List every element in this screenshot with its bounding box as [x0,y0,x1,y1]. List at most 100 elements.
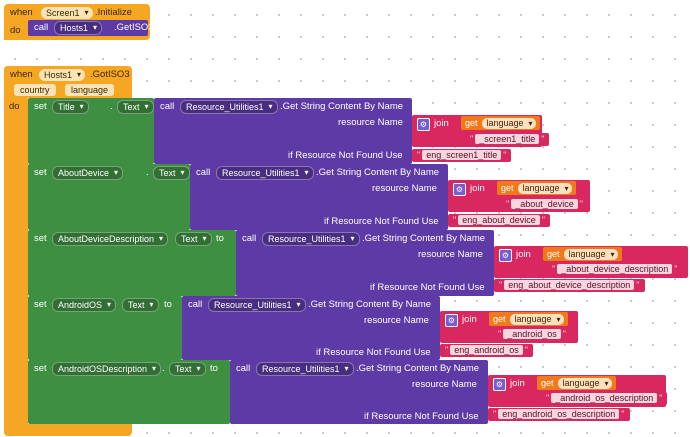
resource-utilities-dropdown[interactable]: Resource_Utilities1 [216,166,314,180]
fallback-string-title[interactable]: " eng_screen1_title " [412,149,512,162]
resource-utilities-dropdown[interactable]: Resource_Utilities1 [262,232,360,246]
fallback-text[interactable]: eng_android_os [450,345,523,355]
get-string-content-call-about-device-description[interactable]: call Resource_Utilities1 .Get String Con… [236,230,494,296]
set-android-os-description-text-block[interactable]: set AndroidOSDescription . Text to [28,360,230,424]
resource-utilities-dropdown[interactable]: Resource_Utilities1 [180,100,278,114]
title-property-dropdown[interactable]: Text [117,100,154,114]
resource-utilities-dropdown[interactable]: Resource_Utilities1 [208,298,306,312]
join-keyword: join [434,118,449,129]
suffix-text[interactable]: _about_device [511,199,578,209]
android-os-description-component-dropdown[interactable]: AndroidOSDescription [52,362,162,376]
resource-name-label: resource Name [372,183,437,194]
quote-mark: " [674,264,678,274]
about-device-description-component-dropdown[interactable]: AboutDeviceDescription [52,232,169,246]
join-keyword: join [470,183,485,194]
about-device-description-property-dropdown-visible[interactable]: Text [175,232,212,246]
fallback-string-android-os-description[interactable]: " eng_android_os_description " [488,408,630,421]
language-variable-dropdown[interactable]: language [557,378,612,389]
quote-mark: " [541,134,545,144]
gear-icon[interactable]: ⚙ [445,314,458,327]
suffix-string-android-os-description[interactable]: " _android_os_description " [541,392,668,405]
quote-mark: " [636,280,640,290]
suffix-string-android-os[interactable]: " _android_os " [493,328,571,341]
gear-icon[interactable]: ⚙ [499,249,512,262]
get-iso3-call-block[interactable]: call Hosts1 .GetISO3 [28,20,154,36]
fallback-label: if Resource Not Found Use [364,411,479,422]
language-variable-dropdown[interactable]: language [517,183,572,194]
hosts1-component-dropdown[interactable]: Hosts1 [54,21,103,35]
call-keyword: call [242,233,257,244]
android-os-property-dropdown[interactable]: Text [122,298,159,312]
country-parameter[interactable]: country [14,84,56,96]
get-iso3-method-label: .GetISO3 [114,22,154,33]
get-string-method-label: .Get String Content By Name [308,299,432,310]
title-component-dropdown[interactable]: Title [52,100,89,114]
set-android-os-text-block[interactable]: set AndroidOS . Text to [28,296,182,360]
get-string-content-call-android-os-description[interactable]: call Resource_Utilities1 .Get String Con… [230,360,488,424]
get-string-content-call-android-os[interactable]: call Resource_Utilities1 .Get String Con… [182,296,440,360]
suffix-string-title[interactable]: " _screen1_title " [465,133,550,146]
get-language-block-title[interactable]: get language [461,116,540,130]
get-language-block-android-os[interactable]: get language [489,312,568,326]
get-language-block-android-os-description[interactable]: get language [537,376,616,390]
set-keyword: set [34,363,47,374]
fallback-string-about-device-description[interactable]: " eng_about_device_description " [494,279,645,292]
quote-mark: " [546,393,550,403]
gear-icon[interactable]: ⚙ [453,183,466,196]
quote-mark: " [499,280,503,290]
call-keyword: call [236,363,251,374]
join-keyword: join [462,314,477,325]
quote-mark: " [493,409,497,419]
suffix-string-about-device-description[interactable]: " _about_device_description " [547,263,683,276]
fallback-string-about-device[interactable]: " eng_about_device " [448,214,550,227]
fallback-text[interactable]: eng_about_device_description [504,280,635,290]
quote-mark: " [552,264,556,274]
suffix-text[interactable]: _screen1_title [475,134,540,144]
set-title-text-block[interactable]: set Title . Text to [28,98,170,164]
got-iso3-event-header[interactable]: when Hosts1 .GotISO3 country language [4,66,132,98]
android-os-component-dropdown[interactable]: AndroidOS [52,298,117,312]
language-parameter[interactable]: language [65,84,115,96]
do-keyword: do [10,25,21,36]
suffix-text[interactable]: _about_device_description [557,264,673,274]
quote-mark: " [417,150,421,160]
suffix-string-about-device[interactable]: " _about_device " [501,198,588,211]
get-string-method-label: .Get String Content By Name [316,167,440,178]
get-string-content-call-title[interactable]: call Resource_Utilities1 .Get String Con… [154,98,412,164]
fallback-string-android-os[interactable]: " eng_android_os " [440,344,533,357]
quote-mark: " [541,215,545,225]
join-keyword: join [510,378,525,389]
quote-mark: " [621,409,625,419]
about-device-property-dropdown[interactable]: Text [153,166,190,180]
suffix-text[interactable]: _android_os_description [551,393,658,403]
language-variable-dropdown[interactable]: language [509,314,564,325]
set-keyword: set [34,299,47,310]
screen1-component-dropdown[interactable]: Screen1 [41,7,93,19]
dot-separator: . [162,363,165,374]
gear-icon[interactable]: ⚙ [417,118,430,131]
hosts1-event-component-dropdown[interactable]: Hosts1 [39,69,86,81]
language-variable-dropdown[interactable]: language [563,249,618,260]
suffix-text[interactable]: _android_os [503,329,561,339]
do-keyword: do [9,101,20,112]
get-language-block-about-device-description[interactable]: get language [543,247,622,261]
set-about-device-text-block[interactable]: set AboutDevice . Text to [28,164,206,230]
get-language-block-about-device[interactable]: get language [497,181,576,195]
android-os-description-property-dropdown[interactable]: Text [169,362,206,376]
quote-mark: " [659,393,663,403]
fallback-text[interactable]: eng_android_os_description [498,409,620,419]
resource-name-label: resource Name [338,117,403,128]
language-variable-dropdown[interactable]: language [481,118,536,129]
dot-separator: . [146,167,149,178]
to-keyword: to [164,299,172,310]
get-string-content-call-about-device[interactable]: call Resource_Utilities1 .Get String Con… [190,164,448,230]
get-keyword: get [547,249,560,259]
gear-icon[interactable]: ⚙ [493,378,506,391]
set-about-device-description-text-block[interactable]: set AboutDeviceDescription . Text Text t… [28,230,236,296]
resource-utilities-dropdown[interactable]: Resource_Utilities1 [256,362,354,376]
fallback-text[interactable]: eng_about_device [458,215,540,225]
got-iso3-event-block[interactable] [4,66,28,436]
about-device-component-dropdown[interactable]: AboutDevice [52,166,124,180]
quote-mark: " [506,199,510,209]
fallback-text[interactable]: eng_screen1_title [422,150,502,160]
